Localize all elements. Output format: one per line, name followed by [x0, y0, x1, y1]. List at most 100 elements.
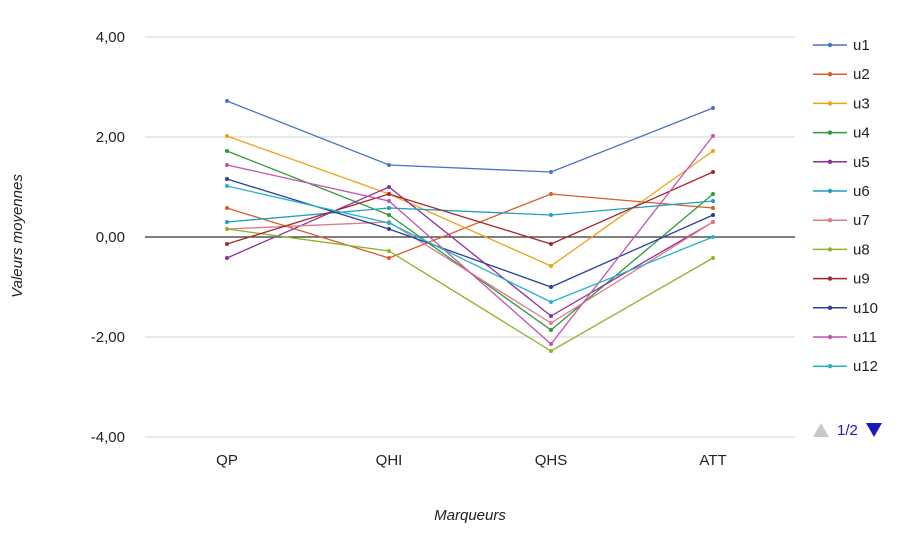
series-line[interactable]	[226, 185, 714, 303]
legend-label: u9	[853, 271, 870, 288]
y-tick-label: 4,00	[96, 29, 125, 46]
data-point[interactable]	[711, 134, 715, 138]
legend-item[interactable]: u6	[813, 183, 870, 200]
legend-label: u3	[853, 95, 870, 112]
data-point[interactable]	[387, 249, 391, 253]
series-line[interactable]	[226, 186, 714, 317]
legend-item[interactable]: u9	[813, 271, 870, 288]
legend-item[interactable]: u7	[813, 212, 870, 229]
legend-item[interactable]: u12	[813, 358, 878, 375]
legend-item[interactable]: u5	[813, 154, 870, 171]
data-point[interactable]	[225, 256, 229, 260]
data-point[interactable]	[387, 192, 391, 196]
x-tick-label: ATT	[699, 452, 726, 469]
data-point[interactable]	[387, 163, 391, 167]
series-u9	[225, 170, 715, 246]
data-point[interactable]	[387, 206, 391, 210]
legend: u1 u2 u3 u4 u5 u6 u7 u8 u9 u10 u11 u12	[813, 37, 878, 375]
legend-marker	[827, 188, 833, 194]
y-tick-label: -2,00	[91, 329, 125, 346]
data-point[interactable]	[225, 99, 229, 103]
data-point[interactable]	[549, 349, 553, 353]
data-point[interactable]	[225, 242, 229, 246]
data-point[interactable]	[225, 227, 229, 231]
legend-label: u6	[853, 183, 870, 200]
data-point[interactable]	[225, 220, 229, 224]
series-lines	[225, 99, 715, 353]
data-point[interactable]	[711, 106, 715, 110]
y-axis-ticks: 4,00 2,00 0,00 -2,00 -4,00	[91, 29, 125, 446]
legend-marker	[827, 305, 833, 310]
legend-label: u8	[853, 241, 870, 258]
data-point[interactable]	[711, 235, 715, 239]
data-point[interactable]	[549, 242, 553, 246]
series-line[interactable]	[226, 100, 714, 173]
data-point[interactable]	[225, 177, 229, 181]
series-line[interactable]	[226, 193, 714, 259]
series-u12	[225, 184, 715, 304]
data-point[interactable]	[387, 213, 391, 217]
data-point[interactable]	[225, 184, 229, 188]
data-point[interactable]	[225, 163, 229, 167]
data-point[interactable]	[711, 192, 715, 196]
data-point[interactable]	[549, 342, 553, 346]
data-point[interactable]	[711, 213, 715, 217]
series-line[interactable]	[226, 178, 714, 288]
data-point[interactable]	[225, 206, 229, 210]
data-point[interactable]	[387, 221, 391, 225]
data-point[interactable]	[549, 328, 553, 332]
legend-item[interactable]: u3	[813, 95, 870, 112]
y-tick-label: 2,00	[96, 129, 125, 146]
legend-marker	[827, 72, 833, 77]
data-point[interactable]	[711, 206, 715, 210]
legend-label: u12	[853, 358, 878, 375]
series-line[interactable]	[226, 171, 714, 245]
data-point[interactable]	[549, 192, 553, 196]
data-point[interactable]	[387, 185, 391, 189]
legend-marker	[827, 276, 833, 281]
data-point[interactable]	[549, 314, 553, 318]
data-point[interactable]	[711, 170, 715, 174]
triangle-down-icon[interactable]	[865, 423, 882, 437]
data-point[interactable]	[387, 256, 391, 260]
series-u5	[225, 185, 715, 318]
x-tick-label: QP	[216, 452, 238, 469]
legend-item[interactable]: u4	[813, 125, 870, 142]
data-point[interactable]	[549, 213, 553, 217]
legend-marker	[827, 364, 833, 369]
data-point[interactable]	[387, 199, 391, 203]
data-point[interactable]	[225, 134, 229, 138]
triangle-up-icon[interactable]	[813, 423, 829, 437]
series-u4	[225, 149, 715, 332]
data-point[interactable]	[549, 264, 553, 268]
x-axis-title: Marqueurs	[434, 507, 506, 524]
data-point[interactable]	[225, 149, 229, 153]
legend-item[interactable]: u2	[813, 66, 870, 83]
legend-label: u7	[853, 212, 870, 229]
y-tick-label: 0,00	[96, 229, 125, 246]
series-line[interactable]	[226, 150, 714, 331]
series-u1	[225, 99, 715, 174]
data-point[interactable]	[549, 170, 553, 174]
data-point[interactable]	[711, 199, 715, 203]
series-line[interactable]	[226, 228, 714, 352]
series-u11	[225, 134, 715, 346]
legend-item[interactable]: u11	[813, 329, 877, 346]
data-point[interactable]	[549, 300, 553, 304]
legend-marker	[827, 101, 833, 106]
data-point[interactable]	[387, 227, 391, 231]
legend-label: u10	[853, 300, 878, 317]
data-point[interactable]	[711, 149, 715, 153]
data-point[interactable]	[711, 256, 715, 260]
legend-label: u4	[853, 125, 870, 142]
data-point[interactable]	[549, 321, 553, 325]
series-line[interactable]	[226, 135, 714, 345]
legend-item[interactable]: u10	[813, 300, 878, 317]
legend-item[interactable]: u1	[813, 37, 870, 54]
legend-marker	[827, 247, 833, 252]
series-u8	[225, 227, 715, 353]
legend-item[interactable]: u8	[813, 241, 870, 258]
series-u2	[225, 192, 715, 260]
data-point[interactable]	[549, 285, 553, 289]
data-point[interactable]	[711, 220, 715, 224]
